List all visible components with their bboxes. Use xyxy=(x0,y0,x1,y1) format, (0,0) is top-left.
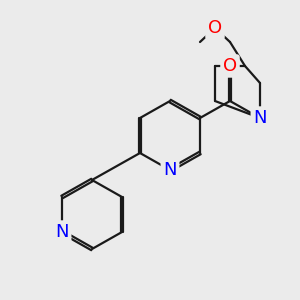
Text: O: O xyxy=(223,57,237,75)
Text: O: O xyxy=(208,19,222,37)
Text: N: N xyxy=(253,109,267,127)
Text: N: N xyxy=(55,223,69,241)
Text: N: N xyxy=(163,161,177,179)
